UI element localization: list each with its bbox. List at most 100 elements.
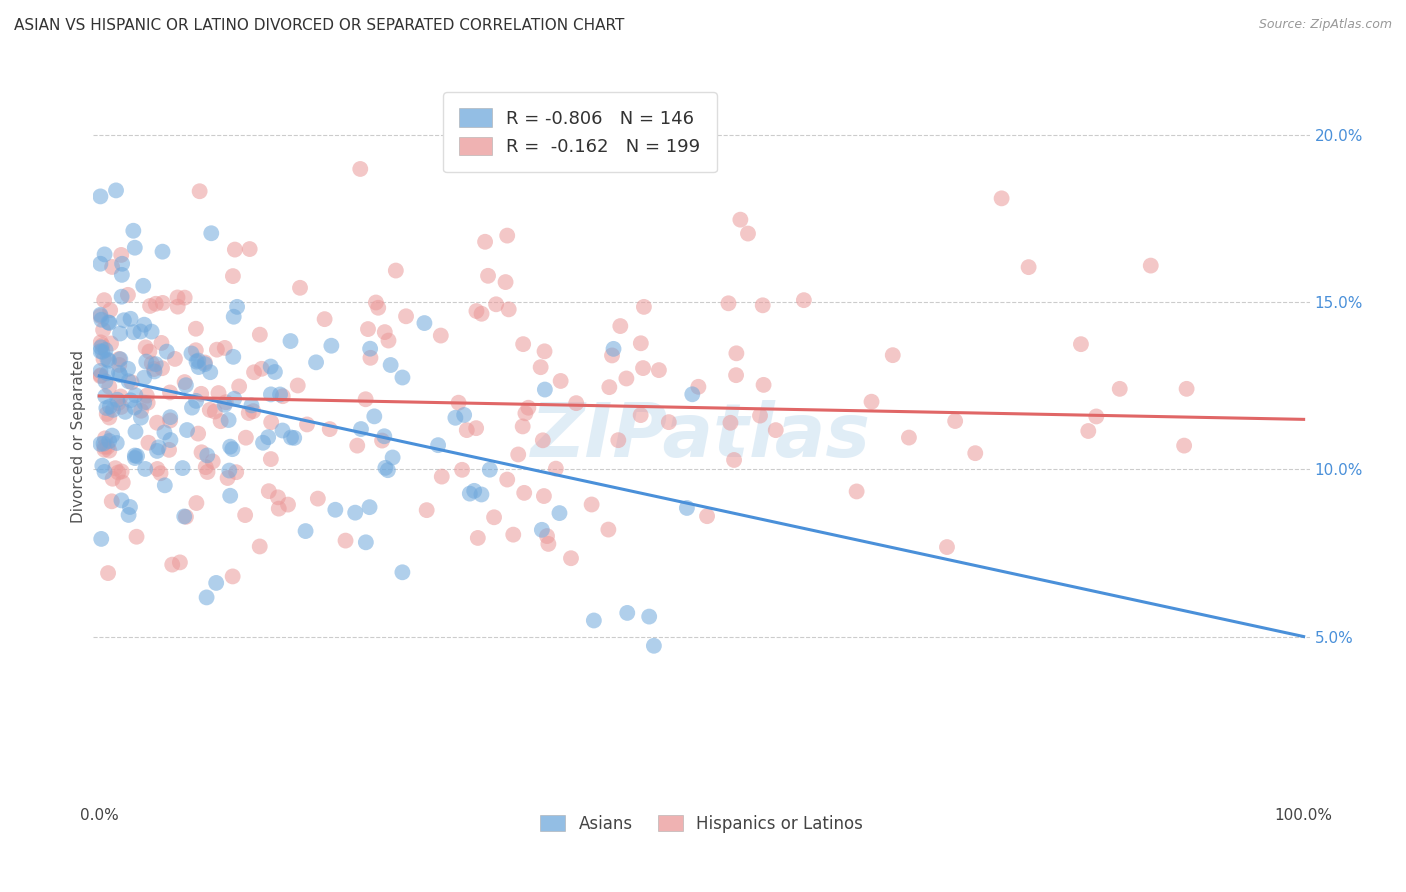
Hispanics or Latinos	[159, 413, 181, 427]
Hispanics or Latinos	[536, 529, 558, 543]
Asians	[120, 311, 142, 326]
Hispanics or Latinos	[533, 489, 555, 503]
Asians	[280, 430, 302, 444]
Hispanics or Latinos	[238, 406, 260, 420]
Asians	[112, 313, 135, 327]
Hispanics or Latinos	[288, 281, 311, 295]
Asians	[363, 409, 385, 424]
Hispanics or Latinos	[377, 334, 399, 348]
Hispanics or Latinos	[93, 440, 115, 454]
Hispanics or Latinos	[357, 322, 380, 336]
Hispanics or Latinos	[696, 509, 718, 524]
Asians	[260, 359, 283, 374]
Asians	[222, 310, 245, 324]
Hispanics or Latinos	[717, 296, 740, 310]
Asians	[124, 451, 146, 466]
Hispanics or Latinos	[544, 461, 567, 475]
Asians	[122, 224, 145, 238]
Hispanics or Latinos	[513, 486, 536, 500]
Hispanics or Latinos	[749, 409, 772, 423]
Asians	[219, 440, 242, 454]
Hispanics or Latinos	[346, 439, 368, 453]
Asians	[159, 433, 181, 447]
Hispanics or Latinos	[90, 368, 112, 383]
Hispanics or Latinos	[184, 343, 207, 358]
Asians	[194, 357, 217, 371]
Hispanics or Latinos	[1175, 382, 1198, 396]
Hispanics or Latinos	[943, 414, 966, 428]
Hispanics or Latinos	[725, 346, 748, 360]
Hispanics or Latinos	[98, 303, 121, 318]
Hispanics or Latinos	[415, 503, 437, 517]
Legend: R = -0.806   N = 146, R =  -0.162   N = 199: R = -0.806 N = 146, R = -0.162 N = 199	[443, 92, 717, 172]
Hispanics or Latinos	[138, 435, 160, 450]
Hispanics or Latinos	[257, 484, 280, 499]
Asians	[129, 325, 152, 339]
Hispanics or Latinos	[173, 375, 195, 389]
Asians	[110, 352, 132, 367]
Hispanics or Latinos	[430, 328, 453, 343]
Hispanics or Latinos	[485, 297, 508, 311]
Hispanics or Latinos	[723, 453, 745, 467]
Hispanics or Latinos	[138, 344, 160, 359]
Hispanics or Latinos	[190, 387, 212, 401]
Hispanics or Latinos	[209, 414, 232, 428]
Asians	[681, 387, 703, 401]
Hispanics or Latinos	[125, 530, 148, 544]
Hispanics or Latinos	[108, 358, 131, 372]
Hispanics or Latinos	[565, 396, 588, 410]
Asians	[181, 401, 204, 415]
Asians	[187, 359, 209, 374]
Asians	[224, 392, 246, 406]
Hispanics or Latinos	[364, 295, 387, 310]
Asians	[124, 401, 146, 415]
Hispanics or Latinos	[465, 304, 488, 318]
Asians	[124, 449, 146, 463]
Asians	[280, 334, 302, 348]
Hispanics or Latinos	[607, 433, 630, 447]
Asians	[117, 361, 139, 376]
Hispanics or Latinos	[97, 566, 120, 580]
Asians	[105, 436, 128, 450]
Hispanics or Latinos	[267, 501, 290, 516]
Hispanics or Latinos	[207, 386, 229, 401]
Hispanics or Latinos	[110, 400, 132, 414]
Hispanics or Latinos	[1018, 260, 1040, 274]
Asians	[159, 410, 181, 425]
Hispanics or Latinos	[897, 431, 920, 445]
Hispanics or Latinos	[495, 275, 517, 289]
Asians	[153, 478, 176, 492]
Asians	[97, 315, 120, 329]
Asians	[359, 500, 381, 515]
Asians	[89, 344, 111, 359]
Asians	[156, 344, 179, 359]
Hispanics or Latinos	[107, 396, 129, 410]
Hispanics or Latinos	[143, 362, 166, 376]
Hispanics or Latinos	[96, 407, 118, 421]
Hispanics or Latinos	[630, 336, 652, 351]
Asians	[444, 410, 467, 425]
Asians	[283, 431, 305, 445]
Asians	[90, 532, 112, 546]
Hispanics or Latinos	[359, 351, 381, 365]
Asians	[176, 423, 198, 437]
Hispanics or Latinos	[295, 417, 318, 432]
Asians	[221, 442, 243, 457]
Hispanics or Latinos	[765, 423, 787, 437]
Hispanics or Latinos	[166, 290, 188, 304]
Hispanics or Latinos	[271, 389, 294, 403]
Asians	[195, 449, 218, 463]
Asians	[344, 506, 367, 520]
Hispanics or Latinos	[560, 551, 582, 566]
Asians	[174, 378, 197, 392]
Hispanics or Latinos	[91, 323, 114, 337]
Asians	[354, 535, 377, 549]
Hispanics or Latinos	[215, 395, 238, 409]
Hispanics or Latinos	[235, 431, 257, 445]
Hispanics or Latinos	[860, 394, 883, 409]
Asians	[124, 388, 146, 402]
Hispanics or Latinos	[150, 335, 173, 350]
Asians	[134, 395, 156, 409]
Hispanics or Latinos	[129, 403, 152, 417]
Hispanics or Latinos	[194, 460, 217, 475]
